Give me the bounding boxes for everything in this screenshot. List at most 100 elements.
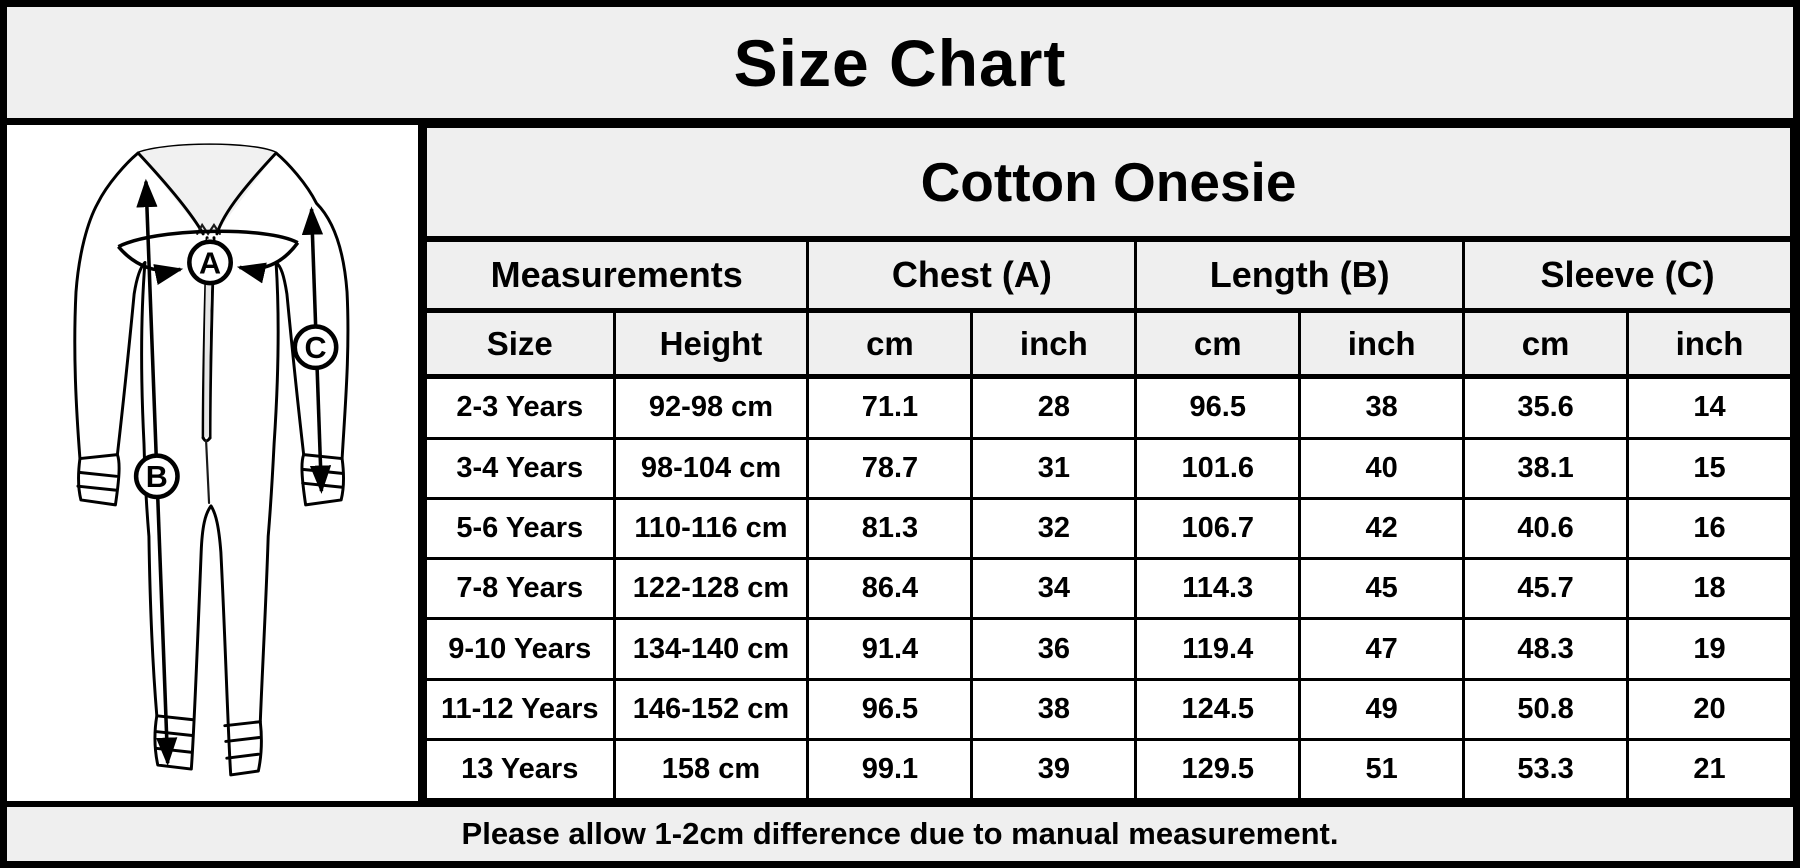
- cell-chest-inch: 31: [970, 436, 1138, 501]
- onesie-measurement-diagram: A B C: [73, 143, 350, 777]
- left-ankle-cuff-rib: [154, 714, 195, 754]
- hood-fold-right: [215, 151, 278, 236]
- cell-sleeve-inch: 20: [1626, 677, 1793, 741]
- cell-sleeve-cm: 48.3: [1462, 617, 1629, 681]
- cell-size: 7-8 Years: [424, 557, 616, 621]
- cell-chest-cm: 78.7: [806, 436, 974, 501]
- cell-chest-cm: 71.1: [806, 375, 974, 440]
- left-sleeve-cuff-rib: [76, 453, 119, 492]
- cell-size: 13 Years: [424, 737, 616, 802]
- cell-length-inch: 47: [1298, 617, 1466, 681]
- cell-chest-inch: 36: [970, 617, 1138, 681]
- table-row: 11-12 Years 146-152 cm 96.5 38 124.5 49 …: [424, 677, 1793, 741]
- col-header-sleeve-inch: inch: [1626, 309, 1793, 379]
- cell-chest-cm: 91.4: [806, 617, 974, 681]
- cell-chest-inch: 32: [970, 497, 1138, 561]
- cell-chest-cm: 81.3: [806, 497, 974, 561]
- cell-sleeve-cm: 50.8: [1462, 677, 1629, 741]
- cell-size: 5-6 Years: [424, 497, 616, 561]
- right-ankle-cuff-rib: [223, 720, 262, 760]
- label-a-text: A: [199, 246, 221, 280]
- cell-size: 9-10 Years: [424, 617, 616, 681]
- front-seam: [205, 439, 211, 505]
- cell-height: 122-128 cm: [612, 557, 810, 621]
- cell-height: 134-140 cm: [612, 617, 810, 681]
- col-header-size: Size: [424, 309, 616, 379]
- onesie-body-outline: [73, 143, 350, 777]
- cell-length-cm: 114.3: [1134, 557, 1302, 621]
- cell-chest-inch: 34: [970, 557, 1138, 621]
- group-header-measurements: Measurements: [423, 237, 810, 313]
- cell-sleeve-cm: 40.6: [1462, 497, 1629, 561]
- footer-note: Please allow 1-2cm difference due to man…: [461, 816, 1339, 851]
- cell-chest-cm: 99.1: [806, 737, 974, 802]
- cell-sleeve-inch: 16: [1626, 497, 1793, 561]
- cell-size: 3-4 Years: [424, 436, 616, 501]
- cell-height: 110-116 cm: [612, 497, 810, 561]
- label-c-text: C: [304, 331, 326, 365]
- column-group-header-row: Measurements Chest (A) Length (B) Sleeve…: [423, 237, 1793, 313]
- product-title: Cotton Onesie: [424, 125, 1793, 242]
- cell-length-inch: 51: [1298, 737, 1466, 802]
- cell-sleeve-cm: 53.3: [1462, 737, 1629, 802]
- cell-length-cm: 96.5: [1134, 375, 1302, 440]
- title-band: Size Chart: [7, 7, 1793, 125]
- table-row: 5-6 Years 110-116 cm 81.3 32 106.7 42 40…: [424, 497, 1793, 561]
- column-header-row: Size Height cm inch cm inch cm inch: [424, 309, 1793, 379]
- col-header-chest-cm: cm: [806, 309, 974, 379]
- hood-interior: [138, 144, 277, 234]
- cell-size: 11-12 Years: [424, 677, 616, 741]
- content-area: A B C: [7, 125, 1793, 802]
- cell-length-inch: 42: [1298, 497, 1466, 561]
- size-table: Cotton Onesie Measurements Chest (A) Len…: [423, 125, 1793, 802]
- table-row: 7-8 Years 122-128 cm 86.4 34 114.3 45 45…: [424, 557, 1793, 621]
- cell-length-cm: 101.6: [1134, 436, 1302, 501]
- col-header-chest-inch: inch: [970, 309, 1138, 379]
- cell-chest-inch: 28: [970, 375, 1138, 440]
- label-b-text: B: [146, 460, 168, 494]
- col-header-length-cm: cm: [1134, 309, 1302, 379]
- table-row: 2-3 Years 92-98 cm 71.1 28 96.5 38 35.6 …: [424, 375, 1793, 440]
- cell-sleeve-cm: 38.1: [1462, 436, 1629, 501]
- cell-length-inch: 38: [1298, 375, 1466, 440]
- cell-length-cm: 106.7: [1134, 497, 1302, 561]
- group-header-chest: Chest (A): [806, 237, 1138, 313]
- label-b-badge: B: [133, 453, 180, 500]
- cell-chest-cm: 86.4: [806, 557, 974, 621]
- cell-length-inch: 49: [1298, 677, 1466, 741]
- col-header-sleeve-cm: cm: [1462, 309, 1629, 379]
- product-title-row: Cotton Onesie: [424, 125, 1793, 242]
- label-c-badge: C: [292, 324, 339, 371]
- cell-size: 2-3 Years: [424, 375, 616, 440]
- cell-sleeve-inch: 21: [1626, 737, 1793, 802]
- col-header-length-inch: inch: [1298, 309, 1466, 379]
- label-a-badge: A: [187, 239, 234, 286]
- cell-sleeve-inch: 15: [1626, 436, 1793, 501]
- cell-sleeve-inch: 14: [1626, 375, 1793, 440]
- cell-length-cm: 119.4: [1134, 617, 1302, 681]
- table-panel: Cotton Onesie Measurements Chest (A) Len…: [423, 125, 1793, 802]
- footer-band: Please allow 1-2cm difference due to man…: [7, 801, 1793, 861]
- cell-chest-inch: 39: [970, 737, 1138, 802]
- cell-chest-inch: 38: [970, 677, 1138, 741]
- cell-height: 146-152 cm: [612, 677, 810, 741]
- cell-length-inch: 40: [1298, 436, 1466, 501]
- cell-height: 98-104 cm: [612, 436, 810, 501]
- table-row: 3-4 Years 98-104 cm 78.7 31 101.6 40 38.…: [424, 436, 1793, 501]
- zipper-fill: [204, 238, 213, 437]
- hood-collar-scrunch: [196, 222, 221, 236]
- cell-height: 92-98 cm: [612, 375, 810, 440]
- cell-chest-cm: 96.5: [806, 677, 974, 741]
- cell-sleeve-inch: 18: [1626, 557, 1793, 621]
- page-title: Size Chart: [733, 25, 1067, 100]
- cell-length-inch: 45: [1298, 557, 1466, 621]
- group-header-sleeve: Sleeve (C): [1462, 237, 1793, 313]
- cell-sleeve-cm: 35.6: [1462, 375, 1629, 440]
- cell-height: 158 cm: [612, 737, 810, 802]
- cell-sleeve-cm: 45.7: [1462, 557, 1629, 621]
- figure-panel: A B C: [7, 125, 424, 801]
- table-row: 9-10 Years 134-140 cm 91.4 36 119.4 47 4…: [424, 617, 1793, 681]
- group-header-length: Length (B): [1134, 237, 1466, 313]
- cell-sleeve-inch: 19: [1626, 617, 1793, 681]
